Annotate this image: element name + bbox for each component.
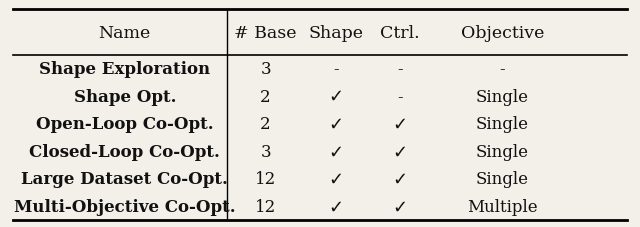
- Text: ✓: ✓: [328, 197, 344, 215]
- Text: Multi-Objective Co-Opt.: Multi-Objective Co-Opt.: [14, 198, 236, 215]
- Text: # Base: # Base: [234, 25, 297, 41]
- Text: Large Dataset Co-Opt.: Large Dataset Co-Opt.: [21, 170, 228, 188]
- Text: Single: Single: [476, 170, 529, 188]
- Text: ✓: ✓: [392, 143, 408, 160]
- Text: Shape Exploration: Shape Exploration: [39, 61, 211, 78]
- Text: ✓: ✓: [328, 170, 344, 188]
- Text: Multiple: Multiple: [467, 198, 538, 215]
- Text: Single: Single: [476, 143, 529, 160]
- Text: ✓: ✓: [392, 197, 408, 215]
- Text: Single: Single: [476, 88, 529, 105]
- Text: 12: 12: [255, 170, 276, 188]
- Text: Open-Loop Co-Opt.: Open-Loop Co-Opt.: [36, 116, 214, 133]
- Text: Shape Opt.: Shape Opt.: [74, 88, 176, 105]
- Text: Name: Name: [99, 25, 151, 41]
- Text: Shape: Shape: [308, 25, 364, 41]
- Text: ✓: ✓: [392, 115, 408, 133]
- Text: ✓: ✓: [328, 88, 344, 106]
- Text: Closed-Loop Co-Opt.: Closed-Loop Co-Opt.: [29, 143, 220, 160]
- Text: -: -: [500, 61, 505, 78]
- Text: Ctrl.: Ctrl.: [380, 25, 420, 41]
- Text: Single: Single: [476, 116, 529, 133]
- Text: Objective: Objective: [461, 25, 544, 41]
- Text: 2: 2: [260, 88, 271, 105]
- Text: -: -: [397, 88, 403, 105]
- Text: ✓: ✓: [328, 115, 344, 133]
- Text: -: -: [397, 61, 403, 78]
- Text: 3: 3: [260, 143, 271, 160]
- Text: ✓: ✓: [328, 143, 344, 160]
- Text: 12: 12: [255, 198, 276, 215]
- Text: ✓: ✓: [392, 170, 408, 188]
- Text: -: -: [333, 61, 339, 78]
- Text: 3: 3: [260, 61, 271, 78]
- Text: 2: 2: [260, 116, 271, 133]
